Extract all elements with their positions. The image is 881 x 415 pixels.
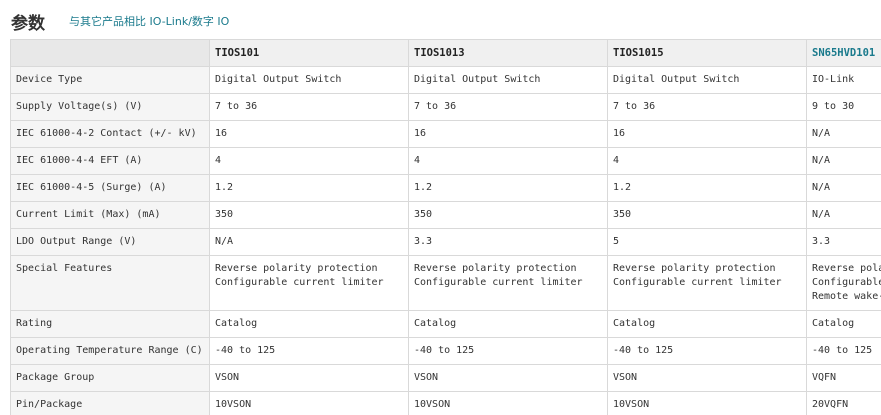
parameters-header: 参数 与其它产品相比 IO-Link/数字 IO	[11, 8, 229, 34]
table-corner-cell	[10, 39, 210, 67]
table-cell: Catalog	[209, 310, 409, 338]
table-cell: 7 to 36	[408, 93, 608, 121]
table-row: Rating Catalog Catalog Catalog Catalog	[10, 310, 881, 338]
row-label: Package Group	[10, 364, 210, 392]
table-cell: Catalog	[806, 310, 881, 338]
feature-line: Configurable current limiter	[613, 277, 782, 288]
table-cell: 10VSON	[209, 391, 409, 415]
table-row: Current Limit (Max) (mA) 350 350 350 N/A	[10, 201, 881, 229]
page-title: 参数	[11, 13, 45, 34]
row-label: Rating	[10, 310, 210, 338]
table-cell: Catalog	[607, 310, 807, 338]
table-cell: Catalog	[408, 310, 608, 338]
table-cell: Digital Output Switch	[607, 66, 807, 94]
feature-line: Reverse polarity protection	[215, 263, 378, 274]
table-cell: Digital Output Switch	[408, 66, 608, 94]
row-label: IEC 61000-4-5 (Surge) (A)	[10, 174, 210, 202]
table-cell: 16	[408, 120, 608, 148]
table-cell: N/A	[806, 174, 881, 202]
table-row: Operating Temperature Range (C) -40 to 1…	[10, 337, 881, 365]
table-cell: 16	[209, 120, 409, 148]
table-cell: 1.2	[408, 174, 608, 202]
table-cell: 20VQFN	[806, 391, 881, 415]
row-label: Special Features	[10, 255, 210, 311]
table-row: LDO Output Range (V) N/A 3.3 5 3.3	[10, 228, 881, 256]
row-label: Supply Voltage(s) (V)	[10, 93, 210, 121]
table-cell: -40 to 125	[806, 337, 881, 365]
table-cell: 1.2	[209, 174, 409, 202]
table-row: Device Type Digital Output Switch Digita…	[10, 66, 881, 94]
column-header[interactable]: SN65HVD101	[806, 39, 881, 67]
table-cell: 10VSON	[607, 391, 807, 415]
parametric-table-container: TIOS101 TIOS1013 TIOS1015 SN65HVD101 Dev…	[10, 39, 881, 415]
table-cell: 9 to 30	[806, 93, 881, 121]
table-cell: 3.3	[408, 228, 608, 256]
table-row: IEC 61000-4-2 Contact (+/- kV) 16 16 16 …	[10, 120, 881, 148]
row-label: Pin/Package	[10, 391, 210, 415]
column-header[interactable]: TIOS1015	[607, 39, 807, 67]
feature-line: Reverse polarity protection	[414, 263, 577, 274]
table-cell: 16	[607, 120, 807, 148]
feature-line: Reverse polarity protection	[613, 263, 776, 274]
table-cell: N/A	[806, 147, 881, 175]
feature-line: Remote wake-up	[812, 291, 881, 302]
table-cell: VQFN	[806, 364, 881, 392]
table-cell: -40 to 125	[408, 337, 608, 365]
table-cell: N/A	[806, 120, 881, 148]
row-label: Operating Temperature Range (C)	[10, 337, 210, 365]
table-cell: 1.2	[607, 174, 807, 202]
feature-line: Configurable current limiter	[414, 277, 583, 288]
compare-products-link[interactable]: 与其它产品相比 IO-Link/数字 IO	[69, 15, 230, 28]
table-row-special-features: Special Features Reverse polarity protec…	[10, 255, 881, 311]
feature-line: Configurable current limiter	[215, 277, 384, 288]
feature-line: Reverse polarity protection	[812, 263, 881, 274]
table-cell: -40 to 125	[607, 337, 807, 365]
table-cell: 5	[607, 228, 807, 256]
row-label: Device Type	[10, 66, 210, 94]
table-cell: 350	[209, 201, 409, 229]
row-label: Current Limit (Max) (mA)	[10, 201, 210, 229]
table-cell: Reverse polarity protection Configurable…	[209, 255, 409, 311]
table-cell: VSON	[209, 364, 409, 392]
column-header[interactable]: TIOS101	[209, 39, 409, 67]
row-label: IEC 61000-4-4 EFT (A)	[10, 147, 210, 175]
table-cell: N/A	[209, 228, 409, 256]
table-cell: 4	[408, 147, 608, 175]
table-cell: 4	[209, 147, 409, 175]
table-cell: IO-Link	[806, 66, 881, 94]
table-cell: Reverse polarity protection Configurable…	[408, 255, 608, 311]
feature-line: Configurable current limiter	[812, 277, 881, 288]
table-cell: VSON	[408, 364, 608, 392]
table-cell: 10VSON	[408, 391, 608, 415]
table-cell: 4	[607, 147, 807, 175]
table-cell: Reverse polarity protection Configurable…	[607, 255, 807, 311]
table-cell: 3.3	[806, 228, 881, 256]
table-cell: 350	[408, 201, 608, 229]
table-row: IEC 61000-4-5 (Surge) (A) 1.2 1.2 1.2 N/…	[10, 174, 881, 202]
table-cell: VSON	[607, 364, 807, 392]
column-header[interactable]: TIOS1013	[408, 39, 608, 67]
table-row: IEC 61000-4-4 EFT (A) 4 4 4 N/A	[10, 147, 881, 175]
table-row: Package Group VSON VSON VSON VQFN	[10, 364, 881, 392]
table-cell: N/A	[806, 201, 881, 229]
row-label: LDO Output Range (V)	[10, 228, 210, 256]
table-cell: -40 to 125	[209, 337, 409, 365]
table-row: Supply Voltage(s) (V) 7 to 36 7 to 36 7 …	[10, 93, 881, 121]
parametric-table: TIOS101 TIOS1013 TIOS1015 SN65HVD101 Dev…	[10, 39, 881, 415]
table-cell: 7 to 36	[607, 93, 807, 121]
table-header-row: TIOS101 TIOS1013 TIOS1015 SN65HVD101	[10, 39, 881, 67]
table-cell: 350	[607, 201, 807, 229]
table-cell: Reverse polarity protection Configurable…	[806, 255, 881, 311]
row-label: IEC 61000-4-2 Contact (+/- kV)	[10, 120, 210, 148]
table-cell: Digital Output Switch	[209, 66, 409, 94]
table-row: Pin/Package 10VSON 10VSON 10VSON 20VQFN	[10, 391, 881, 415]
table-cell: 7 to 36	[209, 93, 409, 121]
